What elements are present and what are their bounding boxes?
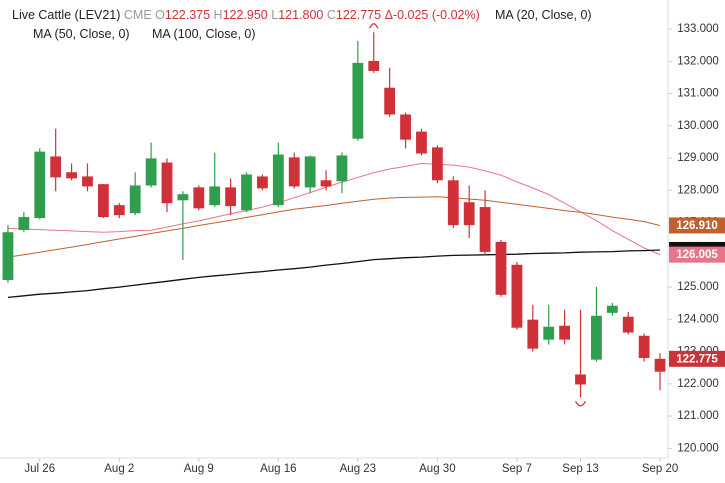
candle-body xyxy=(82,176,93,187)
symbol-title: Live Cattle (LEV21) xyxy=(12,8,121,22)
y-tick-label: 133.000 xyxy=(677,23,719,35)
candle-body xyxy=(622,316,634,333)
candle-body xyxy=(209,186,221,206)
candle-body xyxy=(161,162,173,204)
legend-entry: MA (20, Close, 0) xyxy=(495,8,592,22)
y-tick-label: 128.000 xyxy=(677,184,719,196)
price-label-box xyxy=(669,246,725,263)
candle-body xyxy=(606,305,618,313)
exchange: CME xyxy=(123,8,152,22)
price-label: 122.775 xyxy=(676,353,718,365)
x-tick-label: Aug 9 xyxy=(184,463,214,475)
price-label-box xyxy=(669,217,725,234)
candle-body xyxy=(2,232,14,280)
candle-body xyxy=(416,131,427,154)
field-key: C xyxy=(326,8,336,22)
x-tick-label: Aug 16 xyxy=(260,463,296,475)
candle-body xyxy=(479,207,491,252)
candle-body xyxy=(129,185,141,214)
y-tick-label: 125.000 xyxy=(677,281,719,293)
candle-body xyxy=(288,157,300,187)
candle-body xyxy=(304,156,316,188)
x-tick-label: Sep 13 xyxy=(562,463,598,475)
candle-body xyxy=(66,172,77,179)
field-key: L xyxy=(271,8,279,22)
candle-body xyxy=(241,174,252,211)
candle-body xyxy=(431,147,443,181)
x-tick-label: Aug 2 xyxy=(104,463,134,475)
y-tick-label: 121.000 xyxy=(677,410,719,422)
field-value: 122.775 xyxy=(335,8,382,22)
y-tick-label: 132.000 xyxy=(677,55,719,67)
y-tick-label: 120.000 xyxy=(677,442,719,454)
price-label-box xyxy=(669,350,725,367)
candle-body xyxy=(50,156,62,178)
field-key: O xyxy=(155,8,165,22)
legend-entry: MA (100, Close, 0) xyxy=(152,27,256,41)
x-tick-label: Aug 30 xyxy=(419,463,455,475)
candle-body xyxy=(447,180,459,226)
price-label: 126.910 xyxy=(676,220,718,232)
candle-body xyxy=(495,241,507,295)
change: Δ-0.025 (-0.02%) xyxy=(384,8,480,22)
x-tick-label: Aug 23 xyxy=(340,463,376,475)
candle-body xyxy=(113,205,125,216)
candle-body xyxy=(257,176,268,189)
candle-body xyxy=(352,62,364,139)
ma-line xyxy=(7,196,661,258)
candle-body xyxy=(559,325,571,340)
candle-body xyxy=(225,187,237,207)
candle-body xyxy=(272,154,284,206)
y-tick-label: 130.000 xyxy=(677,120,719,132)
ma-line xyxy=(7,249,661,299)
low-marker xyxy=(574,401,587,407)
y-tick-label: 124.000 xyxy=(677,313,719,325)
candle-body xyxy=(575,374,586,385)
field-value: 122.950 xyxy=(222,8,268,22)
x-tick-label: Jul 26 xyxy=(24,463,55,475)
candle-body xyxy=(654,358,666,372)
candle-body xyxy=(384,87,396,115)
legend-entry: MA (50, Close, 0) xyxy=(33,27,130,41)
ma-line xyxy=(7,162,661,256)
field-value: 122.375 xyxy=(164,8,211,22)
x-tick-label: Sep 7 xyxy=(502,463,532,475)
field-key: H xyxy=(213,8,223,22)
field-value: 121.800 xyxy=(278,8,324,22)
candle-body xyxy=(336,155,348,182)
candle-body xyxy=(368,60,380,71)
candle-body xyxy=(527,319,539,349)
candle-body xyxy=(591,315,602,360)
x-tick-label: Sep 20 xyxy=(642,463,678,475)
candle-body xyxy=(463,202,475,226)
ohlc-fields: O122.375 H122.950 L121.800 C122.775 xyxy=(155,8,384,22)
candle-body xyxy=(18,217,30,230)
candle-body xyxy=(177,194,189,201)
candle-body xyxy=(638,335,650,359)
candle-body xyxy=(34,151,46,219)
legend-row: Live Cattle (LEV21) CME O122.375 H122.95… xyxy=(12,6,480,25)
y-tick-label: 122.000 xyxy=(677,378,719,390)
candle-body xyxy=(193,187,205,209)
y-tick-label: 131.000 xyxy=(677,88,719,100)
candle-body xyxy=(400,114,411,140)
candle-body xyxy=(320,180,332,187)
high-marker xyxy=(369,23,379,29)
price-label: 126.005 xyxy=(676,249,718,261)
candle-body xyxy=(97,184,109,218)
candle-body xyxy=(511,264,523,328)
candle-body xyxy=(145,158,157,186)
candle-body xyxy=(543,326,555,340)
y-tick-label: 129.000 xyxy=(677,152,719,164)
